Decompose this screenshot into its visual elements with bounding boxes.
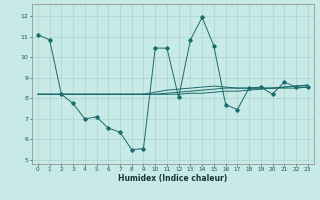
- X-axis label: Humidex (Indice chaleur): Humidex (Indice chaleur): [118, 174, 228, 183]
